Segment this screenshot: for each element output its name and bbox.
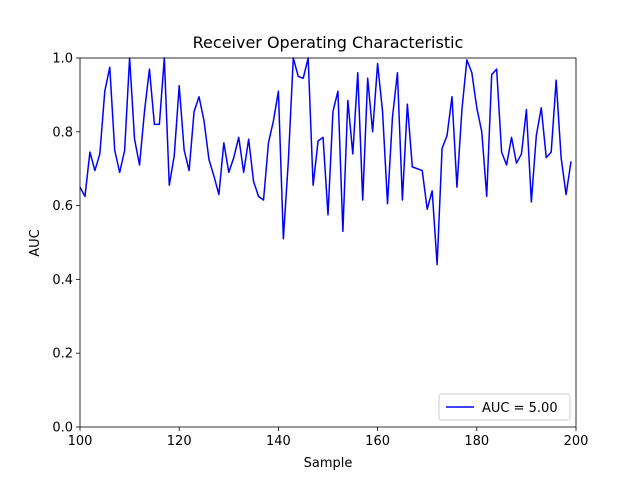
x-tick-label: 140 xyxy=(266,434,291,449)
axes-frame xyxy=(79,57,577,428)
y-tick-label: 0.0 xyxy=(52,421,73,436)
x-tick-label: 160 xyxy=(365,434,390,449)
x-tick-label: 100 xyxy=(68,434,93,449)
y-tick-label: 1.0 xyxy=(52,52,73,67)
legend-box xyxy=(438,393,571,421)
x-tick-label: 180 xyxy=(464,434,489,449)
x-tick-label: 200 xyxy=(564,434,589,449)
legend-label-0: AUC = 5.00 xyxy=(482,401,558,416)
y-axis-label: AUC xyxy=(28,229,43,257)
y-tick-label: 0.2 xyxy=(52,347,73,362)
x-axis-label: Sample xyxy=(304,456,353,471)
chart-title: Receiver Operating Characteristic xyxy=(193,33,464,52)
y-tick-label: 0.6 xyxy=(52,199,73,214)
plot-area: 100 120 140 160 180 200 0.0 0.2 0.4 0.6 0.8 1.0 AUC … xyxy=(52,52,588,450)
y-tick-label: 0.4 xyxy=(52,273,73,288)
series-line-0 xyxy=(79,57,572,266)
y-tick-label: 0.8 xyxy=(52,125,73,140)
x-tick-label: 120 xyxy=(167,434,192,449)
